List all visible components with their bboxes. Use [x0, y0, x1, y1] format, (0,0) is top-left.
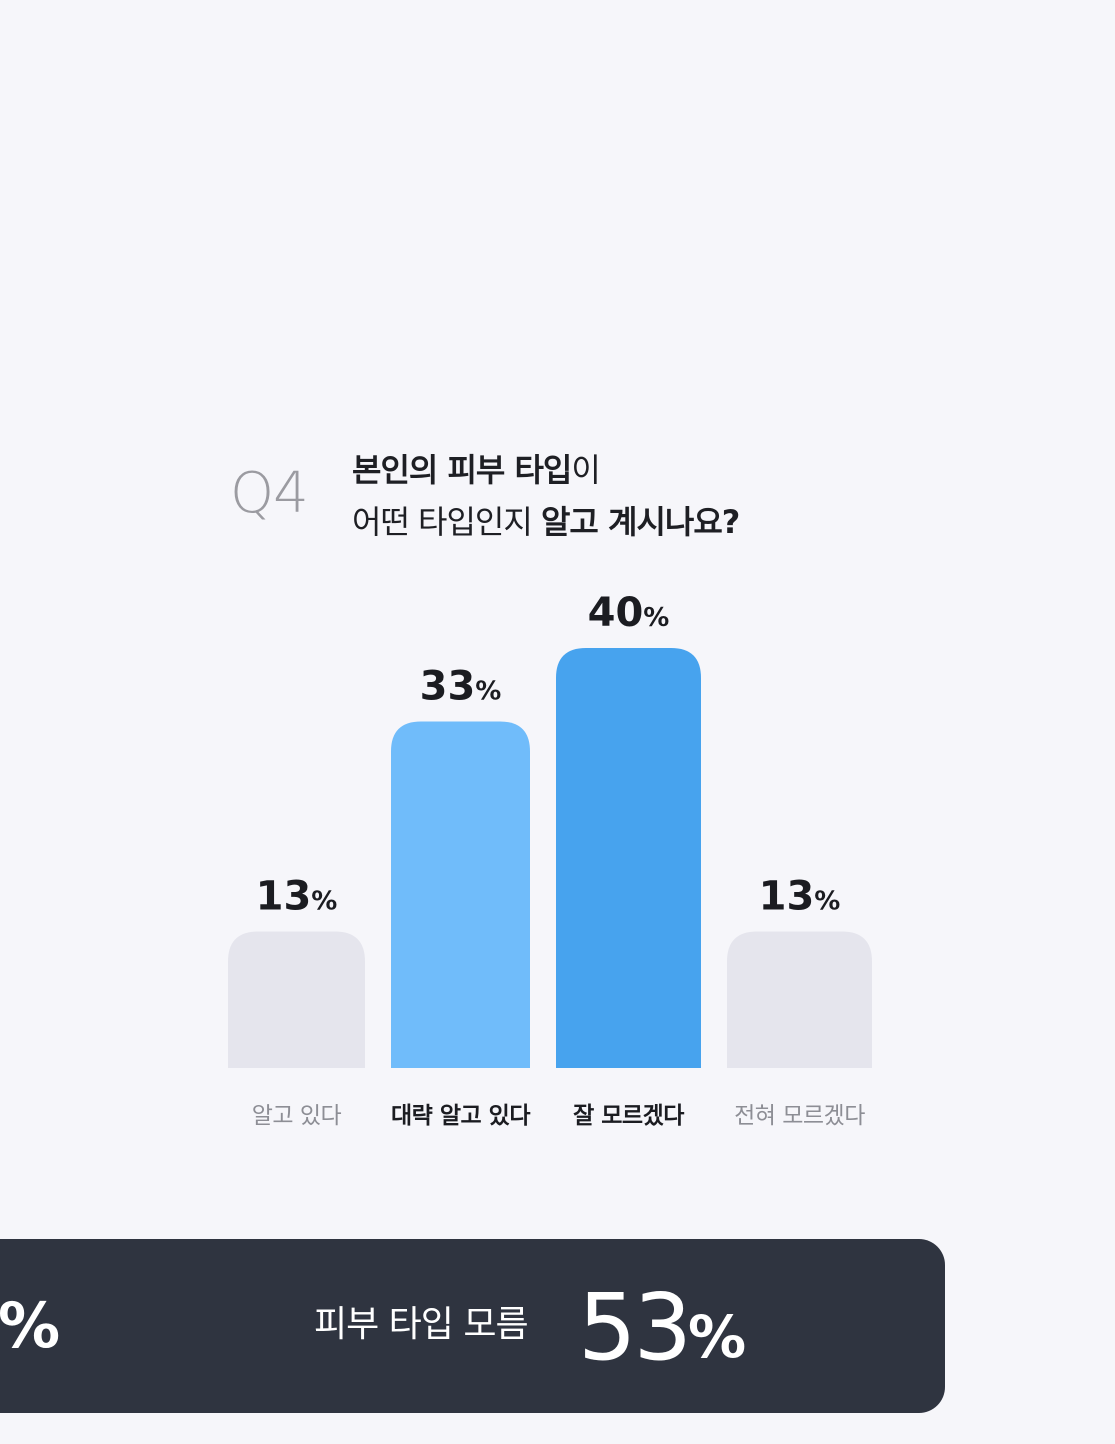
banner-left-percent: % — [0, 1291, 60, 1361]
bar-value-label-1: 13% — [256, 874, 338, 920]
bar-value-label-2: 33% — [420, 664, 502, 710]
category-label-3: 잘 모르겠다 — [573, 1103, 684, 1129]
bar-value-label-3: 40% — [588, 590, 670, 636]
category-label-1: 알고 있다 — [252, 1103, 342, 1129]
bar-2 — [391, 722, 530, 1069]
summary-banner: % 피부 타입 모름 53 % — [0, 1239, 945, 1413]
banner-label: 피부 타입 모름 — [314, 1301, 528, 1349]
bar-3 — [556, 648, 701, 1068]
bar-chart: 13% 알고 있다 33% 대략 알고 있다 40% 잘 모르겠다 13% 전혀 모르겠다 — [0, 0, 1115, 1160]
bar-1 — [228, 932, 365, 1069]
banner-value: 53 — [578, 1273, 689, 1383]
category-label-4: 전혀 모르겠다 — [734, 1103, 865, 1129]
category-label-2: 대략 알고 있다 — [391, 1103, 530, 1129]
banner-unit: % — [688, 1297, 746, 1377]
bar-value-label-4: 13% — [759, 874, 841, 920]
bar-4 — [727, 932, 872, 1069]
